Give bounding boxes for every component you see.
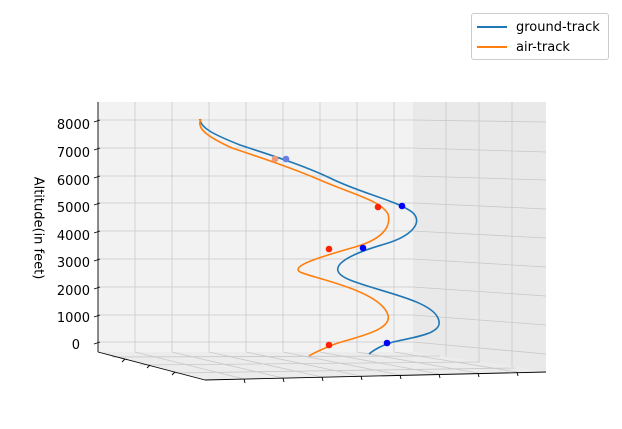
z-tick-8000: 8000 (57, 118, 90, 133)
series-line-air-track (199, 118, 390, 357)
z-tick-labels: 8000 7000 6000 5000 4000 3000 2000 1000 … (57, 118, 90, 353)
z-tick-6000: 6000 (57, 174, 90, 189)
right-grid (412, 102, 547, 367)
z-tick-0: 0 (72, 338, 80, 353)
z-tick-5000: 5000 (57, 201, 90, 216)
legend-swatch-ground-track (477, 26, 507, 28)
floor-grid (111, 351, 518, 380)
air-track-markers (271, 155, 382, 349)
back-hgrid (98, 119, 413, 343)
z-ticks (93, 119, 101, 345)
x-ticks (121, 358, 519, 384)
z-tick-1000: 1000 (57, 311, 90, 326)
z-tick-7000: 7000 (57, 146, 90, 161)
back-pane (98, 102, 413, 352)
legend-item-ground-track: ground-track (477, 18, 600, 36)
ground-track-marker (282, 155, 290, 163)
back-grid (134, 102, 395, 352)
z-tick-2000: 2000 (57, 284, 90, 299)
z-tick-4000: 4000 (57, 229, 90, 244)
ground-track-marker (383, 339, 391, 347)
z-axis-label: Altitude(in feet) (30, 176, 46, 280)
ground-track-markers (282, 155, 406, 347)
legend-swatch-air-track (477, 46, 507, 48)
legend-item-air-track: air-track (477, 38, 570, 56)
legend: ground-track air-track (471, 13, 609, 60)
air-track-marker (271, 155, 279, 163)
air-track-marker (325, 245, 333, 253)
air-track-marker (374, 203, 382, 211)
z-tick-3000: 3000 (57, 256, 90, 271)
ground-track-marker (398, 202, 406, 210)
legend-label-air-track: air-track (516, 39, 570, 55)
axes (97, 102, 547, 381)
air-track-marker (325, 341, 333, 349)
legend-label-ground-track: ground-track (516, 19, 600, 35)
ground-track-marker (359, 244, 367, 252)
